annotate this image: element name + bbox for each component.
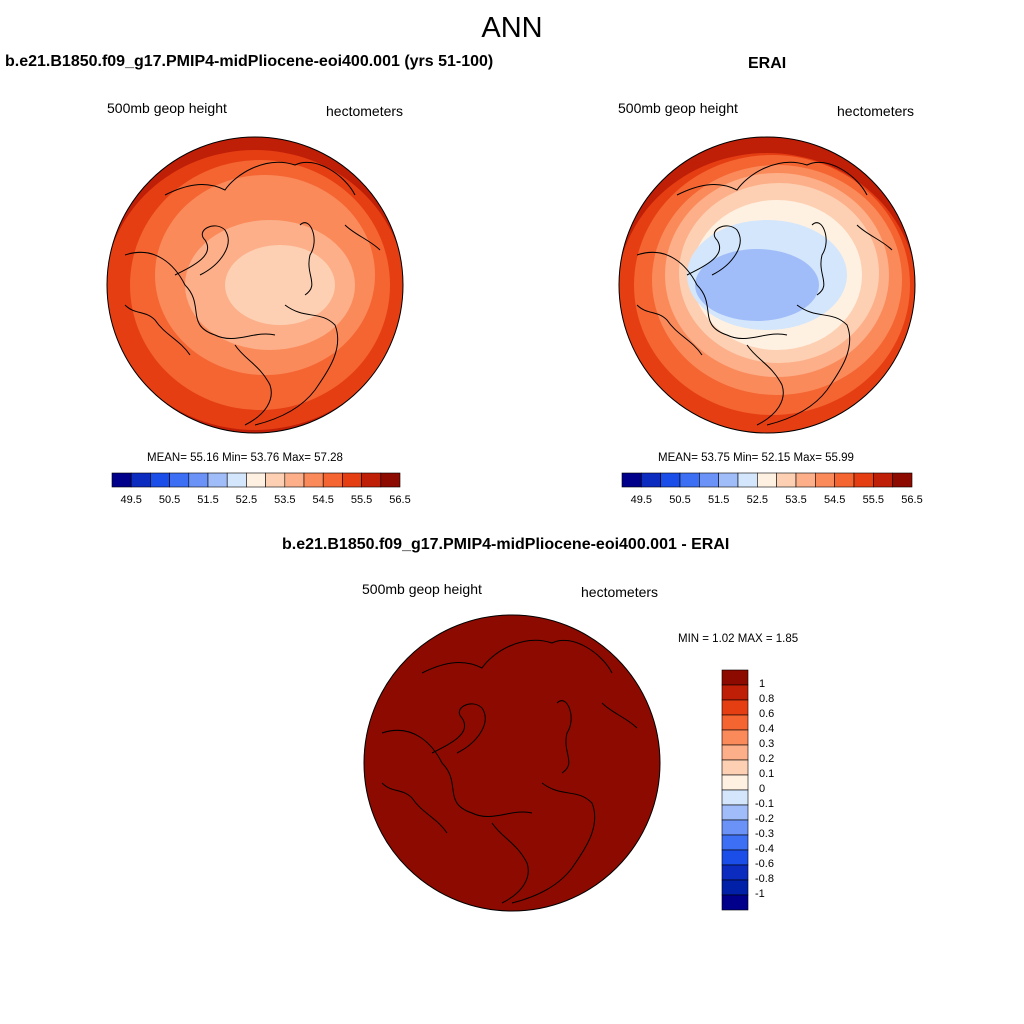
colorbar-swatch <box>361 472 382 488</box>
colorbar-tick-label: -0.3 <box>755 828 774 840</box>
colorbar-swatch <box>721 699 749 716</box>
colorbar-tick-label: 51.5 <box>197 494 219 506</box>
colorbar-swatch <box>188 472 209 488</box>
colorbar-swatch <box>721 864 749 881</box>
colorbar-swatch <box>265 472 286 488</box>
colorbar-tick-label: 0.8 <box>759 693 775 705</box>
colorbar-swatch <box>641 472 661 488</box>
right-variable-label: 500mb geop height <box>618 100 738 116</box>
colorbar-swatch <box>130 472 151 488</box>
colorbar-tick-label: 56.5 <box>389 494 411 506</box>
colorbar-swatch <box>721 804 749 821</box>
diff-stats: MIN = 1.02 MAX = 1.85 <box>678 633 799 645</box>
colorbar-tick-label: 0 <box>759 783 766 795</box>
colorbar-tick-label: 56.5 <box>901 494 923 506</box>
right-panel-title: ERAI <box>748 55 787 72</box>
colorbar-tick-label: 0.4 <box>759 723 775 735</box>
colorbar-tick-label: 54.5 <box>823 494 846 506</box>
left-panel-title: b.e21.B1850.f09_g17.PMIP4-midPliocene-eo… <box>5 53 494 70</box>
colorbar-tick-label: -0.6 <box>755 858 774 870</box>
colorbar-swatch <box>815 472 835 488</box>
left-colorbar-ticks: 49.5 50.5 51.5 52.5 53.5 54.5 55.5 56.5 <box>112 494 410 508</box>
colorbar-swatch <box>699 472 719 488</box>
colorbar-tick-label: -0.4 <box>755 843 774 855</box>
diff-panel-title: b.e21.B1850.f09_g17.PMIP4-midPliocene-eo… <box>282 536 730 553</box>
diff-colorbar <box>721 669 749 911</box>
left-colorbar <box>111 472 401 488</box>
diff-units-label: hectometers <box>581 584 659 600</box>
colorbar-swatch <box>721 894 749 911</box>
colorbar-swatch <box>721 774 749 791</box>
colorbar-tick-label: 50.5 <box>158 494 181 506</box>
colorbar-swatch <box>284 472 305 488</box>
colorbar-tick-label: 55.5 <box>350 494 373 506</box>
colorbar-tick-label: 53.5 <box>785 494 807 506</box>
left-variable-label: 500mb geop height <box>107 100 227 116</box>
colorbar-swatch <box>721 834 749 851</box>
colorbar-swatch <box>795 472 816 488</box>
colorbar-swatch <box>111 472 132 488</box>
colorbar-swatch <box>721 759 749 776</box>
right-polar-map <box>618 136 916 434</box>
diff-colorbar-ticks: 1 0.8 0.6 0.4 0.3 0.2 0.1 0 -0.1 -0.2 -0.3 -0.4 -0.6… <box>753 670 793 910</box>
left-polar-map <box>106 136 404 434</box>
colorbar-tick-label: 0.2 <box>759 753 775 765</box>
colorbar-swatch <box>150 472 170 488</box>
colorbar-tick-label: -0.8 <box>755 873 774 885</box>
colorbar-swatch <box>892 472 913 488</box>
colorbar-tick-label: 52.5 <box>235 494 258 506</box>
colorbar-swatch <box>721 819 749 836</box>
colorbar-tick-label: 0.6 <box>759 708 775 720</box>
colorbar-swatch <box>207 472 228 488</box>
colorbar-tick-label: 53.5 <box>274 494 296 506</box>
colorbar-tick-label: -1 <box>755 888 765 900</box>
colorbar-swatch <box>776 472 797 488</box>
colorbar-swatch <box>621 472 642 488</box>
colorbar-tick-label: 0.3 <box>759 738 775 750</box>
colorbar-swatch <box>721 729 749 746</box>
colorbar-swatch <box>721 684 749 701</box>
colorbar-swatch <box>380 472 401 488</box>
colorbar-tick-label: 54.5 <box>312 494 334 506</box>
colorbar-tick-label: 1 <box>759 678 766 690</box>
colorbar-swatch <box>757 472 777 488</box>
colorbar-tick-label: 0.1 <box>759 768 775 780</box>
colorbar-swatch <box>721 669 749 686</box>
colorbar-swatch <box>721 714 749 731</box>
colorbar-swatch <box>246 472 266 488</box>
colorbar-swatch <box>834 472 855 488</box>
colorbar-tick-label: 51.5 <box>707 494 730 506</box>
diff-polar-map <box>363 614 661 912</box>
colorbar-swatch <box>873 472 893 488</box>
colorbar-swatch <box>679 472 700 488</box>
colorbar-swatch <box>342 472 362 488</box>
colorbar-swatch <box>853 472 874 488</box>
left-stats: MEAN= 55.16 Min= 53.76 Max= 57.28 <box>147 452 343 464</box>
colorbar-tick-label: -0.2 <box>755 813 774 825</box>
colorbar-swatch <box>737 472 758 488</box>
colorbar-swatch <box>322 472 343 488</box>
colorbar-swatch <box>721 789 749 806</box>
colorbar-tick-label: 49.5 <box>120 494 142 506</box>
colorbar-tick-label: 49.5 <box>630 494 653 506</box>
colorbar-swatch <box>718 472 739 488</box>
colorbar-swatch <box>721 744 749 761</box>
colorbar-swatch <box>721 849 749 866</box>
right-colorbar-ticks: 49.5 50.5 51.5 52.5 53.5 54.5 55.5 56.5 <box>622 494 923 508</box>
colorbar-tick-label: 55.5 <box>862 494 885 506</box>
colorbar-tick-label: 50.5 <box>669 494 691 506</box>
diff-variable-label: 500mb geop height <box>362 581 482 597</box>
figure-title: ANN <box>481 12 543 44</box>
colorbar-swatch <box>169 472 190 488</box>
colorbar-swatch <box>226 472 247 488</box>
right-colorbar <box>621 472 913 488</box>
colorbar-swatch <box>303 472 324 488</box>
right-stats: MEAN= 53.75 Min= 52.15 Max= 55.99 <box>658 452 854 464</box>
colorbar-tick-label: 52.5 <box>746 494 769 506</box>
colorbar-tick-label: -0.1 <box>755 798 774 810</box>
right-units-label: hectometers <box>837 103 915 119</box>
left-units-label: hectometers <box>326 103 404 119</box>
colorbar-swatch <box>721 879 749 896</box>
colorbar-swatch <box>660 472 681 488</box>
